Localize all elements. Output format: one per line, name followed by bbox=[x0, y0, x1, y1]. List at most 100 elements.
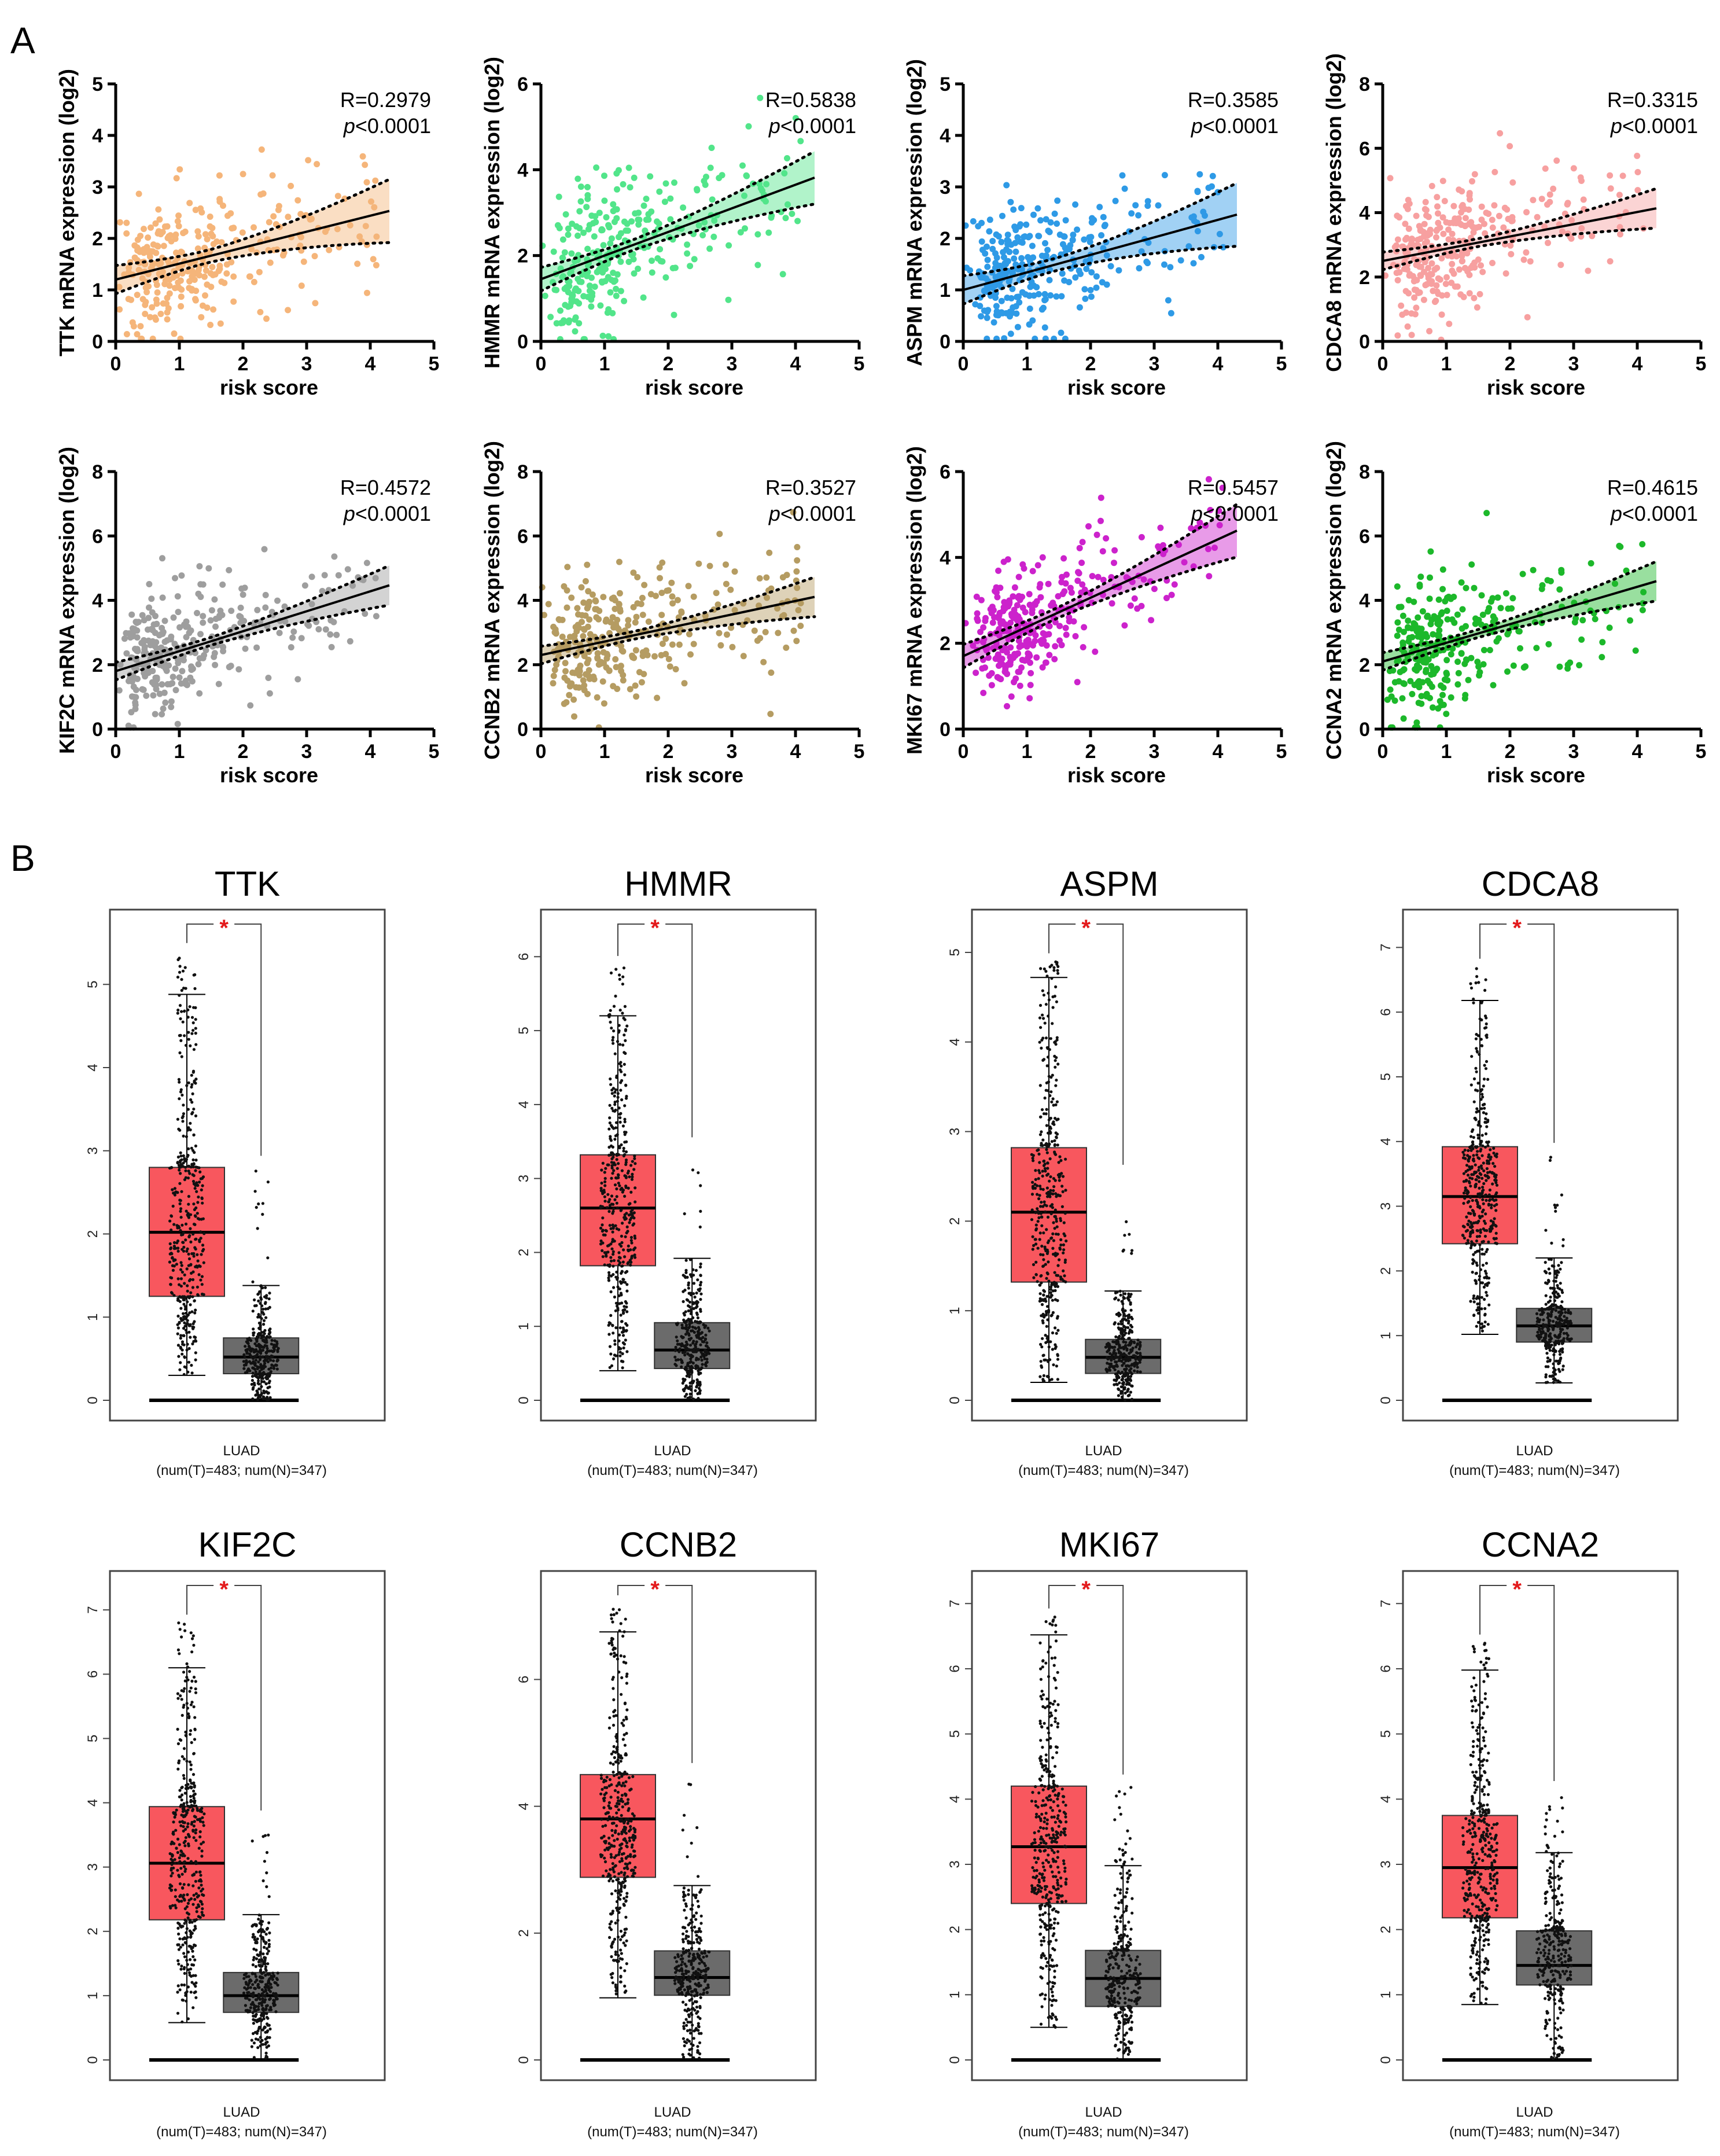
jitter-point bbox=[601, 1223, 604, 1227]
jitter-point bbox=[688, 1344, 693, 1347]
jitter-point bbox=[262, 1323, 266, 1326]
data-point bbox=[1088, 293, 1095, 300]
jitter-point bbox=[621, 1334, 625, 1337]
jitter-point bbox=[1045, 1151, 1049, 1154]
jitter-point bbox=[1115, 1364, 1119, 1368]
data-point bbox=[621, 297, 628, 304]
jitter-point bbox=[1041, 1169, 1044, 1173]
jitter-point bbox=[245, 1362, 248, 1365]
jitter-point bbox=[1036, 1193, 1039, 1196]
jitter-point bbox=[1047, 1075, 1051, 1078]
jitter-point bbox=[182, 1103, 185, 1107]
jitter-point bbox=[1055, 1135, 1058, 1139]
jitter-point bbox=[624, 1039, 627, 1042]
data-point bbox=[327, 631, 334, 638]
data-point bbox=[1538, 586, 1545, 593]
data-point bbox=[202, 231, 209, 238]
data-point bbox=[176, 624, 183, 631]
data-point bbox=[1556, 663, 1563, 670]
data-point bbox=[156, 216, 163, 223]
jitter-point bbox=[178, 1226, 181, 1230]
jitter-point bbox=[687, 1304, 690, 1308]
jitter-point bbox=[696, 1316, 699, 1320]
data-point bbox=[1209, 172, 1216, 179]
data-point bbox=[1006, 248, 1013, 255]
jitter-point bbox=[183, 1324, 187, 1328]
jitter-point bbox=[1047, 1279, 1051, 1283]
jitter-point bbox=[632, 1168, 636, 1171]
jitter-point bbox=[620, 1070, 623, 1073]
jitter-point bbox=[1110, 1362, 1113, 1366]
data-point bbox=[134, 292, 141, 299]
data-point bbox=[797, 138, 804, 145]
data-point bbox=[1478, 592, 1485, 599]
data-point bbox=[209, 225, 216, 231]
jitter-point bbox=[198, 1180, 201, 1184]
jitter-point bbox=[621, 1124, 625, 1128]
jitter-point bbox=[1115, 1360, 1118, 1364]
jitter-point bbox=[687, 1281, 690, 1285]
data-point bbox=[256, 268, 263, 275]
data-point bbox=[1467, 196, 1473, 203]
jitter-point bbox=[1056, 1357, 1060, 1361]
data-point bbox=[210, 306, 217, 313]
data-point bbox=[1415, 700, 1422, 707]
jitter-point bbox=[689, 1292, 693, 1295]
data-point bbox=[126, 264, 132, 271]
data-point bbox=[186, 200, 193, 207]
data-point bbox=[613, 623, 620, 630]
jitter-point bbox=[265, 1336, 268, 1340]
data-point bbox=[1058, 293, 1065, 300]
data-point bbox=[754, 637, 761, 644]
data-point bbox=[1079, 581, 1086, 588]
y-tick-label: 4 bbox=[947, 1038, 963, 1046]
jitter-point bbox=[1118, 1381, 1121, 1385]
jitter-point bbox=[1055, 1118, 1059, 1121]
data-point bbox=[1422, 198, 1429, 205]
jitter-point bbox=[686, 1330, 689, 1334]
jitter-point bbox=[181, 1093, 184, 1097]
data-point bbox=[597, 302, 604, 309]
data-point bbox=[984, 256, 991, 263]
jitter-point bbox=[197, 1273, 201, 1276]
jitter-point bbox=[1125, 1348, 1129, 1352]
data-point bbox=[656, 188, 663, 195]
data-point bbox=[362, 223, 369, 230]
data-point bbox=[1471, 584, 1478, 591]
data-point bbox=[585, 588, 592, 595]
y-tick-label: 3 bbox=[92, 176, 103, 198]
data-point bbox=[562, 211, 569, 218]
jitter-point bbox=[1123, 1329, 1127, 1332]
data-point bbox=[1634, 169, 1641, 175]
y-tick-label: 4 bbox=[92, 590, 103, 612]
jitter-point bbox=[190, 1146, 193, 1150]
data-point bbox=[649, 269, 655, 276]
data-point bbox=[1004, 671, 1011, 678]
jitter-point bbox=[683, 1353, 687, 1357]
data-point bbox=[614, 271, 621, 278]
data-point bbox=[977, 628, 984, 635]
jitter-point bbox=[189, 1044, 192, 1047]
jitter-point bbox=[1042, 994, 1045, 997]
jitter-point bbox=[603, 1171, 606, 1174]
jitter-point bbox=[695, 1292, 698, 1295]
jitter-point bbox=[180, 989, 183, 992]
jitter-point bbox=[196, 1293, 200, 1296]
data-point bbox=[1494, 594, 1501, 601]
data-point bbox=[312, 300, 319, 307]
jitter-point bbox=[187, 1346, 191, 1351]
jitter-point bbox=[1113, 1345, 1117, 1349]
jitter-point bbox=[179, 1307, 183, 1310]
data-point bbox=[1069, 237, 1076, 243]
data-point bbox=[159, 681, 165, 688]
jitter-point bbox=[1049, 1037, 1052, 1040]
jitter-point bbox=[264, 1351, 268, 1355]
jitter-point bbox=[258, 1355, 262, 1359]
jitter-point bbox=[1049, 1189, 1052, 1192]
jitter-point bbox=[1040, 1215, 1044, 1219]
data-point bbox=[1171, 581, 1178, 588]
jitter-point bbox=[1117, 1394, 1120, 1397]
x-tick-label: 5 bbox=[1276, 353, 1287, 375]
jitter-point bbox=[253, 1298, 256, 1302]
data-point bbox=[647, 173, 654, 180]
